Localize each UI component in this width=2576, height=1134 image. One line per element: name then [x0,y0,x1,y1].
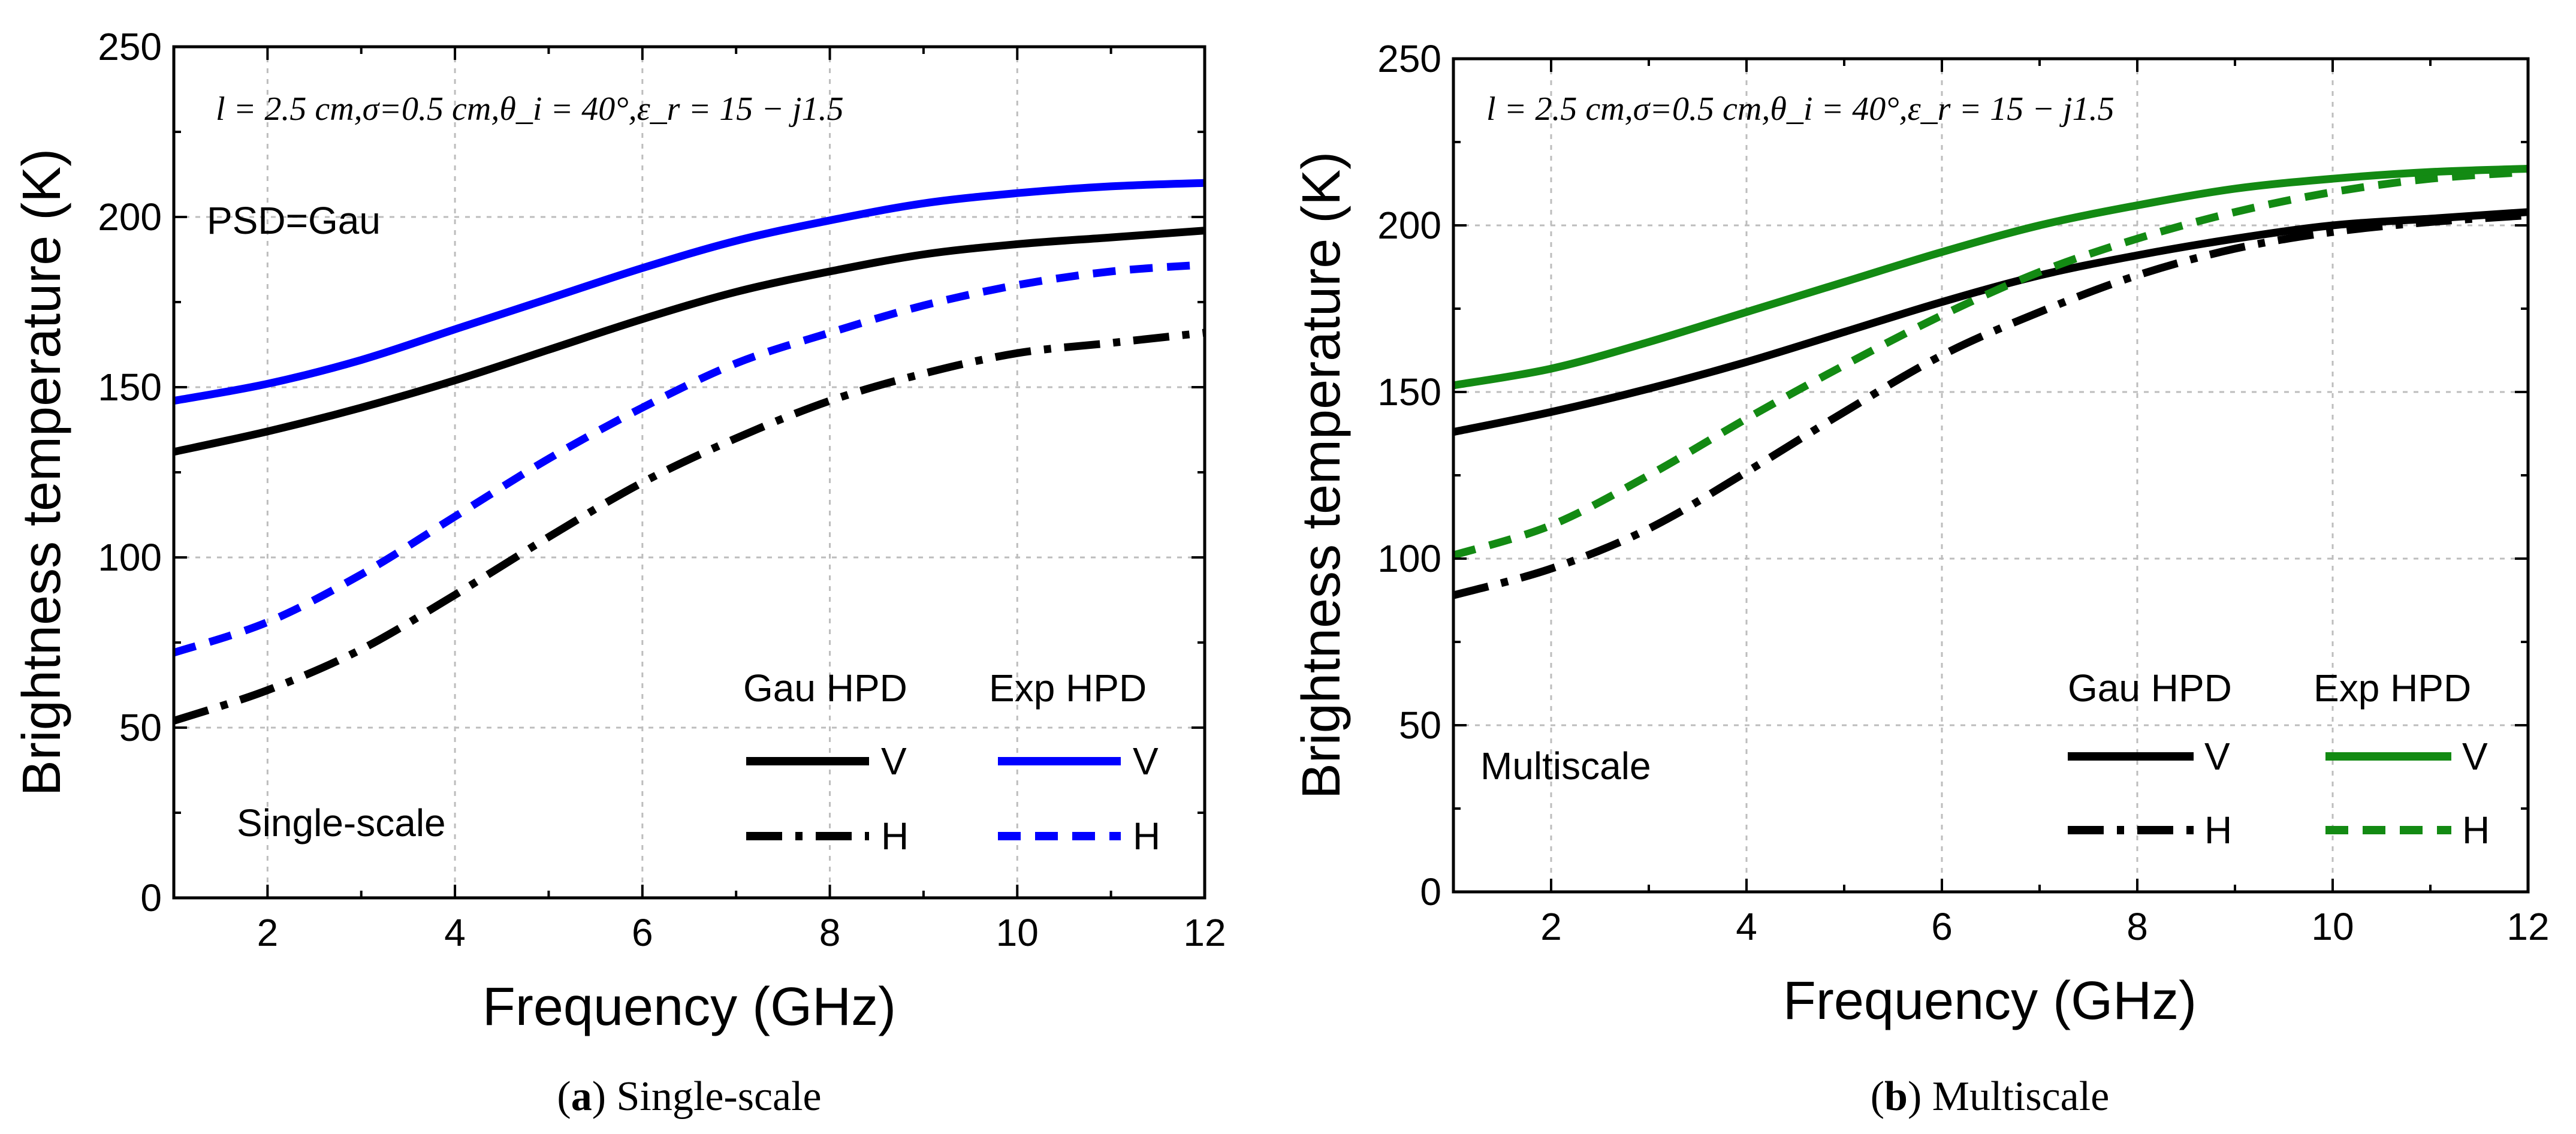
parameter-annotation: l = 2.5 cm,σ=0.5 cm,θ_i = 40°,ε_r = 15 −… [1486,91,2115,128]
legend-header-exp: Exp HPD [2313,666,2471,710]
x-tick-label: 10 [2311,905,2354,948]
caption-b: (b) Multiscale [1871,1073,2110,1120]
x-tick-label: 4 [444,911,466,954]
x-tick-label: 12 [2506,905,2549,948]
y-tick-label: 150 [98,366,162,409]
y-axis-title: Brightness temperature (K) [12,149,72,796]
x-tick-label: 10 [996,911,1039,954]
x-tick-label: 8 [819,911,841,954]
caption-text: Single-scale [617,1073,822,1120]
legend-header-exp: Exp HPD [989,666,1147,710]
axis-ticks: 2 4 6 8 10 12 0 50 100 150 200 250 [1377,37,2549,948]
y-tick-label: 200 [1377,204,1441,247]
legend-label-exp-h: H [2462,809,2490,852]
x-axis-title: Frequency (GHz) [1783,971,2197,1031]
y-tick-label: 200 [98,195,162,239]
scale-label: Single-scale [237,801,446,845]
series-gau-hpd-v [1452,208,2529,436]
y-axis-title: Brightness temperature (K) [1292,152,1352,799]
legend-label-gau-h: H [881,815,909,858]
legend: Gau HPD Exp HPD V V H H [743,666,1160,858]
parameter-annotation: l = 2.5 cm,σ=0.5 cm,θ_i = 40°,ε_r = 15 −… [216,91,844,128]
series-exp-hpd-v [173,179,1205,405]
x-tick-label: 12 [1183,911,1226,954]
x-tick-label: 6 [632,911,653,954]
series-gau-hpd-h [1452,211,2529,599]
series-lines [172,179,1205,725]
legend-label-exp-v: V [1133,740,1159,783]
y-tick-label: 50 [119,706,162,749]
series-lines [1452,165,2529,599]
legend-label-gau-v: V [881,740,907,783]
legend: Gau HPD Exp HPD V V H H [2068,666,2490,852]
y-tick-label: 100 [98,536,162,579]
x-tick-label: 8 [2126,905,2148,948]
series-gau-hpd-h [172,328,1205,725]
y-tick-label: 50 [1399,704,1441,747]
y-tick-label: 250 [98,25,162,68]
y-tick-label: 0 [140,876,162,919]
x-axis-title: Frequency (GHz) [482,977,896,1037]
caption-text: Multiscale [1932,1073,2109,1120]
legend-label-gau-h: H [2204,809,2232,852]
grid-lines [174,47,1205,898]
y-tick-label: 150 [1377,370,1441,414]
panel-a: 2 4 6 8 10 12 0 50 100 150 200 250 l = 2.5 cm,σ=0.5… [12,25,1226,1120]
psd-label: PSD=Gau [207,199,381,242]
x-tick-label: 6 [1931,905,1953,948]
series-gau-hpd-v [173,227,1205,456]
x-tick-label: 4 [1736,905,1757,948]
axis-ticks: 2 4 6 8 10 12 0 50 100 150 200 250 [98,25,1226,954]
caption-tag: a [571,1073,592,1120]
legend-label-exp-v: V [2462,735,2488,778]
caption-a: (a) Single-scale [557,1073,821,1120]
legend-header-gau: Gau HPD [2068,666,2232,710]
x-tick-label: 2 [257,911,279,954]
caption-tag: b [1884,1073,1908,1120]
panel-b: 2 4 6 8 10 12 0 50 100 150 200 250 l = 2.5 cm,σ=0.5… [1292,37,2550,1120]
y-tick-label: 0 [1420,870,1441,913]
legend-header-gau: Gau HPD [743,666,907,710]
legend-label-exp-h: H [1133,815,1160,858]
legend-label-gau-v: V [2204,735,2230,778]
x-tick-label: 2 [1540,905,1562,948]
y-tick-label: 250 [1377,37,1441,80]
y-tick-label: 100 [1377,537,1441,580]
series-exp-hpd-v [1452,165,2529,390]
scale-label: Multiscale [1480,744,1651,788]
series-exp-hpd-h [172,261,1205,657]
series-exp-hpd-h [1452,168,2529,559]
